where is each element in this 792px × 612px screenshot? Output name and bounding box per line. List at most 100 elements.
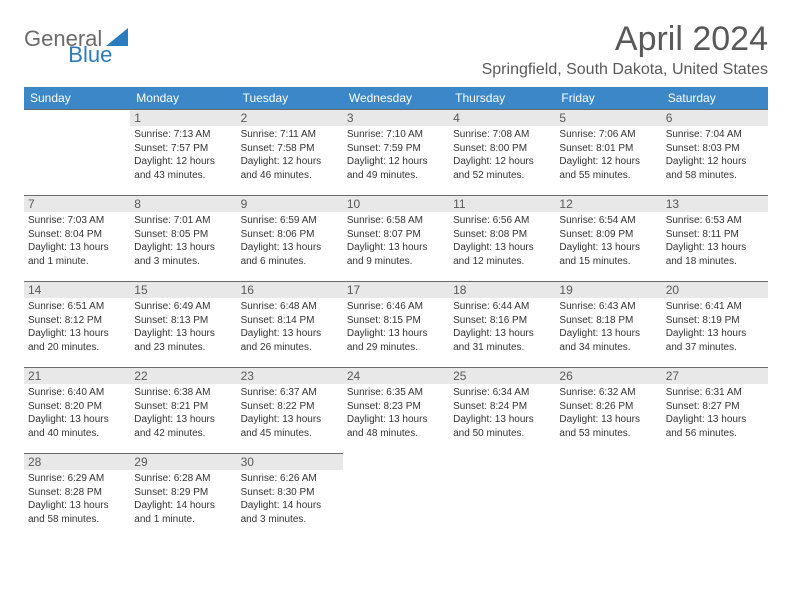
- day-number: 30: [237, 454, 343, 470]
- day-cell: 1Sunrise: 7:13 AMSunset: 7:57 PMDaylight…: [130, 109, 236, 195]
- day-details: Sunrise: 6:41 AMSunset: 8:19 PMDaylight:…: [666, 300, 764, 354]
- day-details: Sunrise: 6:56 AMSunset: 8:08 PMDaylight:…: [453, 214, 551, 268]
- daylight-text-2: and 55 minutes.: [559, 169, 657, 183]
- daylight-text-2: and 15 minutes.: [559, 255, 657, 269]
- weekday-header: Sunday: [24, 87, 130, 109]
- sunset-text: Sunset: 8:08 PM: [453, 228, 551, 242]
- calendar-cell: 13Sunrise: 6:53 AMSunset: 8:11 PMDayligh…: [662, 195, 768, 281]
- calendar-cell: [449, 453, 555, 545]
- calendar-cell: 2Sunrise: 7:11 AMSunset: 7:58 PMDaylight…: [237, 109, 343, 195]
- sunrise-text: Sunrise: 6:40 AM: [28, 386, 126, 400]
- daylight-text-2: and 6 minutes.: [241, 255, 339, 269]
- day-details: Sunrise: 6:29 AMSunset: 8:28 PMDaylight:…: [28, 472, 126, 526]
- day-number: 13: [662, 196, 768, 212]
- sunrise-text: Sunrise: 6:41 AM: [666, 300, 764, 314]
- sunrise-text: Sunrise: 6:28 AM: [134, 472, 232, 486]
- sunrise-text: Sunrise: 6:35 AM: [347, 386, 445, 400]
- weekday-header: Monday: [130, 87, 236, 109]
- calendar-cell: 14Sunrise: 6:51 AMSunset: 8:12 PMDayligh…: [24, 281, 130, 367]
- day-number: 11: [449, 196, 555, 212]
- day-number: 7: [24, 196, 130, 212]
- day-cell: 9Sunrise: 6:59 AMSunset: 8:06 PMDaylight…: [237, 195, 343, 281]
- calendar-cell: 15Sunrise: 6:49 AMSunset: 8:13 PMDayligh…: [130, 281, 236, 367]
- sunset-text: Sunset: 8:00 PM: [453, 142, 551, 156]
- day-details: Sunrise: 7:03 AMSunset: 8:04 PMDaylight:…: [28, 214, 126, 268]
- sunrise-text: Sunrise: 6:26 AM: [241, 472, 339, 486]
- day-number: 20: [662, 282, 768, 298]
- daylight-text-2: and 58 minutes.: [666, 169, 764, 183]
- sunrise-text: Sunrise: 7:10 AM: [347, 128, 445, 142]
- sunrise-text: Sunrise: 7:01 AM: [134, 214, 232, 228]
- calendar-cell: 11 Sunrise: 6:56 AMSunset: 8:08 PMDayligh…: [449, 195, 555, 281]
- day-details: Sunrise: 6:28 AMSunset: 8:29 PMDaylight:…: [134, 472, 232, 526]
- daylight-text-2: and 49 minutes.: [347, 169, 445, 183]
- daylight-text-2: and 20 minutes.: [28, 341, 126, 355]
- day-details: Sunrise: 7:06 AMSunset: 8:01 PMDaylight:…: [559, 128, 657, 182]
- calendar-cell: 20 Sunrise: 6:41 AMSunset: 8:19 PMDayligh…: [662, 281, 768, 367]
- day-number: 6: [662, 110, 768, 126]
- day-cell: 19Sunrise: 6:43 AMSunset: 8:18 PMDayligh…: [555, 281, 661, 367]
- calendar-week-row: 28 Sunrise: 6:29 AMSunset: 8:28 PMDayligh…: [24, 453, 768, 545]
- sunset-text: Sunset: 8:27 PM: [666, 400, 764, 414]
- calendar-cell: 10Sunrise: 6:58 AMSunset: 8:07 PMDayligh…: [343, 195, 449, 281]
- daylight-text-1: Daylight: 13 hours: [241, 327, 339, 341]
- calendar-header-row: SundayMondayTuesdayWednesdayThursdayFrid…: [24, 87, 768, 109]
- calendar-cell: 5Sunrise: 7:06 AMSunset: 8:01 PMDaylight…: [555, 109, 661, 195]
- calendar-cell: 1Sunrise: 7:13 AMSunset: 7:57 PMDaylight…: [130, 109, 236, 195]
- day-number: 9: [237, 196, 343, 212]
- calendar-cell: 17Sunrise: 6:46 AMSunset: 8:15 PMDayligh…: [343, 281, 449, 367]
- day-number: 27: [662, 368, 768, 384]
- day-cell: 5Sunrise: 7:06 AMSunset: 8:01 PMDaylight…: [555, 109, 661, 195]
- day-details: Sunrise: 7:01 AMSunset: 8:05 PMDaylight:…: [134, 214, 232, 268]
- sunset-text: Sunset: 8:01 PM: [559, 142, 657, 156]
- sunset-text: Sunset: 8:15 PM: [347, 314, 445, 328]
- calendar-cell: 21Sunrise: 6:40 AMSunset: 8:20 PMDayligh…: [24, 367, 130, 453]
- day-cell: 8Sunrise: 7:01 AMSunset: 8:05 PMDaylight…: [130, 195, 236, 281]
- day-number: 19: [555, 282, 661, 298]
- daylight-text-2: and 46 minutes.: [241, 169, 339, 183]
- daylight-text-2: and 29 minutes.: [347, 341, 445, 355]
- day-cell: 14Sunrise: 6:51 AMSunset: 8:12 PMDayligh…: [24, 281, 130, 367]
- daylight-text-2: and 23 minutes.: [134, 341, 232, 355]
- daylight-text-2: and 53 minutes.: [559, 427, 657, 441]
- day-cell: 25Sunrise: 6:34 AMSunset: 8:24 PMDayligh…: [449, 367, 555, 453]
- day-details: Sunrise: 6:40 AMSunset: 8:20 PMDaylight:…: [28, 386, 126, 440]
- day-details: Sunrise: 6:35 AMSunset: 8:23 PMDaylight:…: [347, 386, 445, 440]
- sunset-text: Sunset: 8:29 PM: [134, 486, 232, 500]
- calendar-cell: 3Sunrise: 7:10 AMSunset: 7:59 PMDaylight…: [343, 109, 449, 195]
- daylight-text-2: and 42 minutes.: [134, 427, 232, 441]
- sunset-text: Sunset: 8:22 PM: [241, 400, 339, 414]
- daylight-text-1: Daylight: 13 hours: [347, 241, 445, 255]
- day-number: 16: [237, 282, 343, 298]
- sunset-text: Sunset: 8:23 PM: [347, 400, 445, 414]
- day-details: Sunrise: 6:26 AMSunset: 8:30 PMDaylight:…: [241, 472, 339, 526]
- daylight-text-1: Daylight: 12 hours: [134, 155, 232, 169]
- day-number: 29: [130, 454, 236, 470]
- day-number: 28: [24, 454, 130, 470]
- sunset-text: Sunset: 8:28 PM: [28, 486, 126, 500]
- weekday-header: Wednesday: [343, 87, 449, 109]
- sunset-text: Sunset: 8:19 PM: [666, 314, 764, 328]
- day-cell: 10Sunrise: 6:58 AMSunset: 8:07 PMDayligh…: [343, 195, 449, 281]
- daylight-text-1: Daylight: 13 hours: [241, 413, 339, 427]
- sunrise-text: Sunrise: 6:59 AM: [241, 214, 339, 228]
- daylight-text-2: and 43 minutes.: [134, 169, 232, 183]
- calendar-cell: 19Sunrise: 6:43 AMSunset: 8:18 PMDayligh…: [555, 281, 661, 367]
- daylight-text-1: Daylight: 14 hours: [241, 499, 339, 513]
- daylight-text-1: Daylight: 13 hours: [453, 413, 551, 427]
- day-details: Sunrise: 6:48 AMSunset: 8:14 PMDaylight:…: [241, 300, 339, 354]
- daylight-text-1: Daylight: 12 hours: [241, 155, 339, 169]
- sunset-text: Sunset: 8:12 PM: [28, 314, 126, 328]
- daylight-text-2: and 3 minutes.: [241, 513, 339, 527]
- calendar-cell: 6Sunrise: 7:04 AMSunset: 8:03 PMDaylight…: [662, 109, 768, 195]
- calendar-cell: 29 Sunrise: 6:28 AMSunset: 8:29 PMDayligh…: [130, 453, 236, 545]
- daylight-text-1: Daylight: 13 hours: [134, 327, 232, 341]
- day-number: 14: [24, 282, 130, 298]
- day-number: 1: [130, 110, 236, 126]
- sunrise-text: Sunrise: 6:56 AM: [453, 214, 551, 228]
- calendar-table: SundayMondayTuesdayWednesdayThursdayFrid…: [24, 87, 768, 545]
- calendar-cell: 23Sunrise: 6:37 AMSunset: 8:22 PMDayligh…: [237, 367, 343, 453]
- daylight-text-1: Daylight: 13 hours: [666, 413, 764, 427]
- daylight-text-1: Daylight: 13 hours: [453, 241, 551, 255]
- day-cell: 21Sunrise: 6:40 AMSunset: 8:20 PMDayligh…: [24, 367, 130, 453]
